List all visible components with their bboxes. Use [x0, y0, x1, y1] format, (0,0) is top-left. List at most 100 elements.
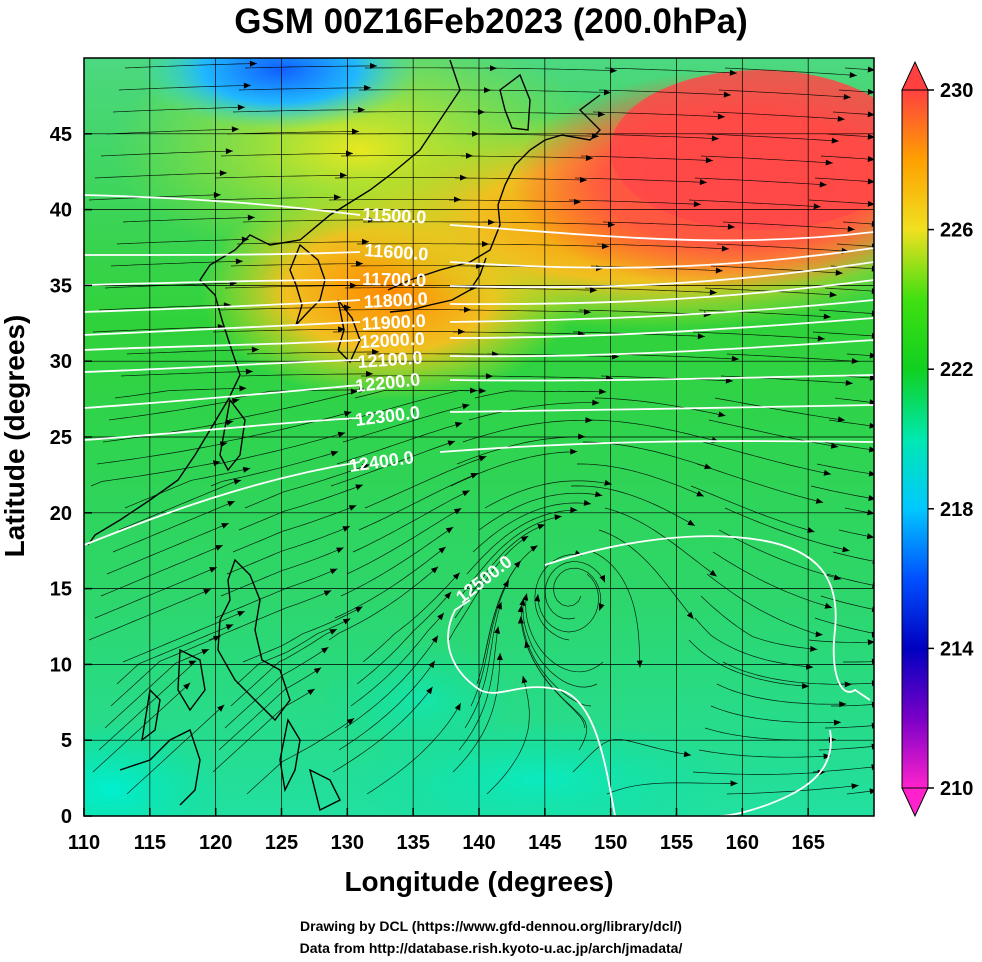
streamline-arrow — [203, 589, 211, 595]
streamline-arrow — [871, 764, 874, 771]
streamline-arrow — [831, 137, 839, 144]
streamline — [698, 309, 831, 318]
streamline-arrow — [871, 680, 874, 687]
streamline — [116, 238, 249, 245]
streamline — [458, 626, 499, 751]
streamline-arrow — [727, 223, 735, 230]
streamline-arrow — [517, 616, 524, 624]
streamline — [367, 353, 499, 355]
streamline-arrow — [522, 593, 529, 601]
streamline-arrow — [487, 219, 495, 226]
streamline — [110, 260, 243, 267]
streamline-arrow — [225, 419, 234, 426]
streamline — [246, 351, 380, 355]
streamline — [224, 285, 357, 289]
contour-label-11900: 11900.0 — [361, 311, 426, 334]
streamline — [832, 111, 869, 115]
streamline-arrow — [849, 72, 857, 79]
streamline-arrow — [585, 417, 593, 424]
streamline-arrow — [231, 126, 239, 133]
streamline — [846, 790, 871, 795]
streamline — [828, 419, 871, 427]
streamline-arrow — [453, 508, 462, 515]
streamline-arrow — [835, 269, 843, 276]
streamline-arrow — [329, 629, 337, 635]
streamline-arrow — [237, 104, 245, 111]
streamline-arrow — [829, 291, 837, 298]
streamline-arrow — [530, 545, 538, 552]
streamline-arrow — [462, 490, 470, 497]
streamline — [480, 375, 614, 379]
streamline — [96, 442, 228, 465]
streamline — [336, 422, 463, 465]
colorbar-tick-label: 214 — [940, 638, 974, 660]
streamline — [90, 461, 221, 487]
streamline — [449, 199, 582, 203]
streamline-arrow — [323, 590, 332, 597]
streamline-arrow — [833, 719, 841, 726]
streamline-arrow — [704, 463, 712, 470]
streamline-arrow — [730, 780, 738, 787]
streamline-arrow — [321, 647, 329, 654]
streamline — [366, 702, 462, 795]
colorbar-tick-label: 210 — [940, 778, 973, 800]
streamline — [602, 221, 735, 228]
streamline-arrow — [825, 159, 833, 166]
streamline — [696, 463, 824, 503]
streamline — [118, 85, 251, 91]
streamline — [820, 155, 869, 160]
y-tick-label: 25 — [50, 427, 72, 449]
streamline — [478, 492, 603, 531]
y-tick-label: 35 — [50, 275, 72, 297]
streamline — [716, 683, 847, 705]
streamline-arrow — [337, 326, 345, 333]
x-tick-label: 115 — [134, 832, 166, 854]
streamline — [364, 456, 487, 509]
streamline-arrow — [715, 267, 723, 274]
streamline — [534, 554, 583, 641]
streamline — [706, 573, 823, 636]
streamline-arrow — [823, 469, 831, 476]
streamline-arrow — [597, 111, 605, 118]
streamline-arrow — [350, 388, 358, 395]
streamline-arrow — [686, 611, 694, 619]
streamline-arrow — [355, 260, 363, 267]
streamline — [122, 217, 255, 223]
streamline-arrow — [251, 346, 259, 353]
streamlines — [88, 63, 874, 795]
streamline-arrow — [431, 635, 438, 643]
streamline — [818, 746, 873, 751]
streamline-arrow — [830, 442, 839, 449]
streamline-arrow — [462, 403, 470, 410]
streamline-arrow — [583, 309, 591, 316]
x-tick-label: 135 — [396, 832, 429, 854]
x-tick-label: 130 — [331, 832, 364, 854]
streamline — [461, 155, 594, 159]
streamline — [484, 480, 612, 509]
streamline-arrow — [351, 128, 359, 135]
streamline — [474, 390, 607, 399]
streamline — [363, 221, 496, 223]
streamline — [228, 391, 358, 421]
streamline-arrow — [459, 174, 467, 181]
streamline — [692, 331, 825, 340]
streamline-arrow — [249, 60, 257, 67]
streamline — [842, 221, 873, 225]
streamline-arrow — [470, 473, 479, 479]
streamline — [718, 529, 842, 580]
streamline-arrow — [871, 332, 874, 339]
streamline — [218, 667, 322, 751]
streamline-arrow — [817, 335, 825, 342]
streamline — [574, 177, 707, 183]
streamline-arrow — [570, 448, 578, 455]
contour-label-11800: 11800.0 — [363, 289, 428, 312]
streamline-arrow — [599, 388, 607, 395]
streamline-arrow — [209, 567, 217, 573]
streamline — [114, 387, 247, 399]
streamline — [462, 419, 593, 443]
streamline-arrow — [359, 386, 367, 393]
contour-label-12000: 12000.0 — [359, 329, 425, 352]
streamline — [328, 566, 439, 641]
coastlines — [87, 59, 601, 812]
streamline-arrow — [725, 377, 733, 384]
